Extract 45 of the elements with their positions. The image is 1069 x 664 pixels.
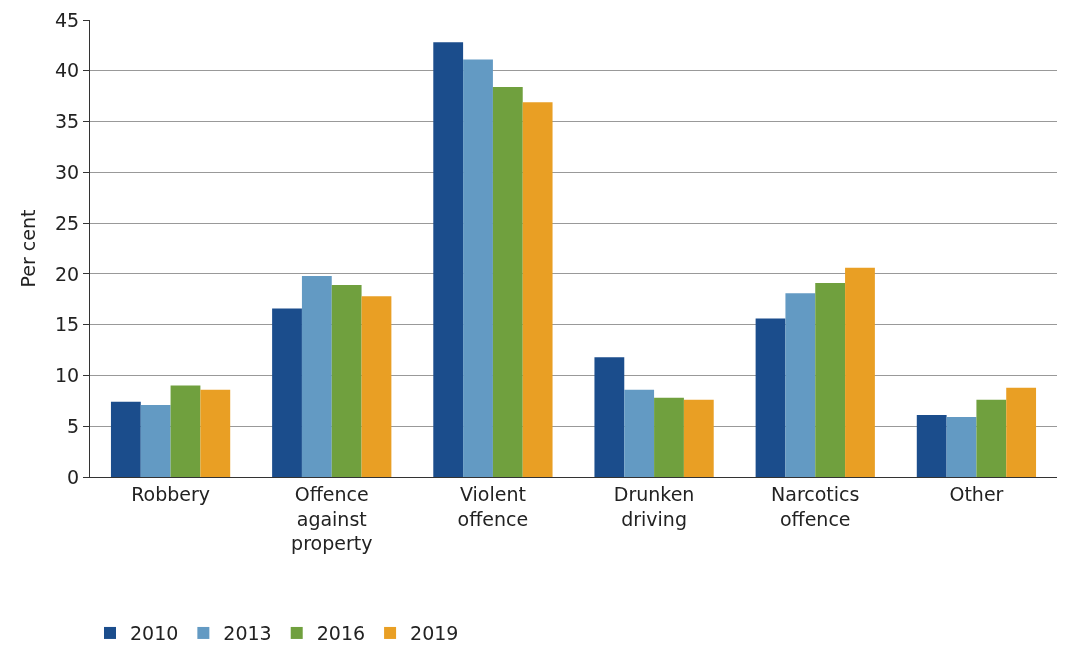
y-tick-label: 30 bbox=[55, 160, 80, 183]
y-tick-label: 10 bbox=[55, 364, 80, 387]
y-tick-label: 25 bbox=[55, 211, 80, 234]
y-tick-label: 15 bbox=[55, 313, 80, 336]
y-tick-label: 0 bbox=[67, 465, 80, 488]
y-tick-label: 45 bbox=[55, 8, 80, 31]
bar bbox=[624, 389, 655, 477]
bar bbox=[946, 417, 977, 477]
legend-label: 2010 bbox=[130, 622, 179, 645]
legend-label: 2016 bbox=[316, 622, 366, 645]
bar bbox=[301, 275, 332, 477]
x-tick-label: Offence against property bbox=[291, 482, 373, 555]
bar bbox=[594, 357, 625, 477]
x-tick-label: Other bbox=[949, 482, 1004, 505]
bar bbox=[361, 296, 392, 477]
bar bbox=[140, 404, 171, 477]
x-tick-label: Violent offence bbox=[457, 482, 529, 530]
bar bbox=[522, 102, 553, 477]
bar bbox=[272, 308, 302, 477]
y-tick-label: 35 bbox=[55, 110, 80, 133]
bar bbox=[433, 42, 464, 477]
legend-label: 2013 bbox=[223, 622, 272, 645]
bar bbox=[463, 59, 493, 477]
x-tick-label: Narcotics offence bbox=[771, 482, 860, 530]
x-tick-label: Drunken driving bbox=[613, 482, 695, 530]
x-tick-label: Robbery bbox=[131, 482, 210, 505]
bar bbox=[492, 87, 523, 477]
bar bbox=[785, 293, 816, 477]
y-tick-label: 40 bbox=[55, 59, 80, 82]
legend-label: 2019 bbox=[410, 622, 459, 645]
bar bbox=[815, 283, 846, 477]
bar bbox=[654, 397, 684, 477]
bar bbox=[916, 415, 947, 477]
bar bbox=[331, 285, 362, 477]
bar bbox=[1006, 387, 1037, 477]
bar bbox=[200, 389, 231, 477]
bar bbox=[755, 318, 786, 477]
bar bbox=[110, 401, 141, 477]
bar bbox=[976, 399, 1007, 477]
y-tick-label: 5 bbox=[67, 414, 80, 437]
bar bbox=[683, 399, 714, 477]
y-tick-label: 20 bbox=[55, 262, 80, 285]
bar bbox=[170, 385, 201, 477]
y-axis-title: Per cent bbox=[16, 209, 39, 288]
bar bbox=[845, 267, 875, 477]
